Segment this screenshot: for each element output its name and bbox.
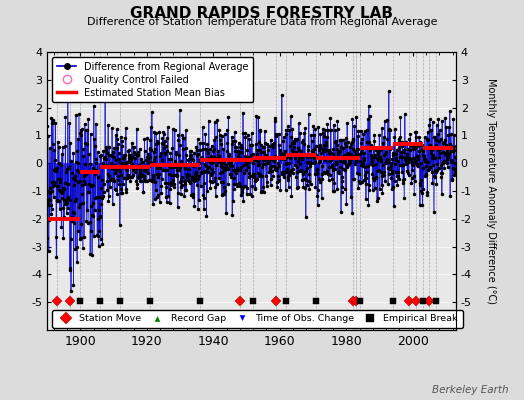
Y-axis label: Monthly Temperature Anomaly Difference (°C): Monthly Temperature Anomaly Difference (… <box>486 78 496 304</box>
Legend: Station Move, Record Gap, Time of Obs. Change, Empirical Break: Station Move, Record Gap, Time of Obs. C… <box>52 310 463 328</box>
Text: GRAND RAPIDS FORESTRY LAB: GRAND RAPIDS FORESTRY LAB <box>130 6 394 21</box>
Text: Berkeley Earth: Berkeley Earth <box>432 385 508 395</box>
Text: Difference of Station Temperature Data from Regional Average: Difference of Station Temperature Data f… <box>87 17 437 27</box>
